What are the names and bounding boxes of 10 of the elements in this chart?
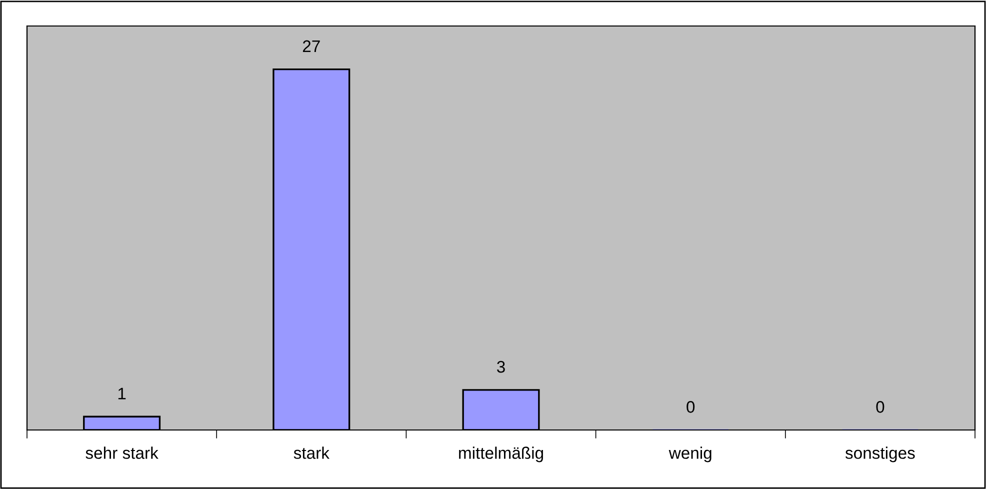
- x-tick-label: sonstiges: [845, 446, 915, 462]
- x-tick-label: sehr stark: [86, 446, 158, 459]
- data-label: 27: [302, 40, 320, 52]
- x-tick-label: wenig: [668, 446, 712, 462]
- data-label: 0: [686, 401, 695, 413]
- data-label: 1: [118, 388, 126, 400]
- data-label: 0: [876, 401, 884, 413]
- x-tick-label: stark: [294, 446, 330, 459]
- x-tick-label: mittelmäßig: [459, 446, 543, 462]
- data-label: 3: [497, 360, 505, 373]
